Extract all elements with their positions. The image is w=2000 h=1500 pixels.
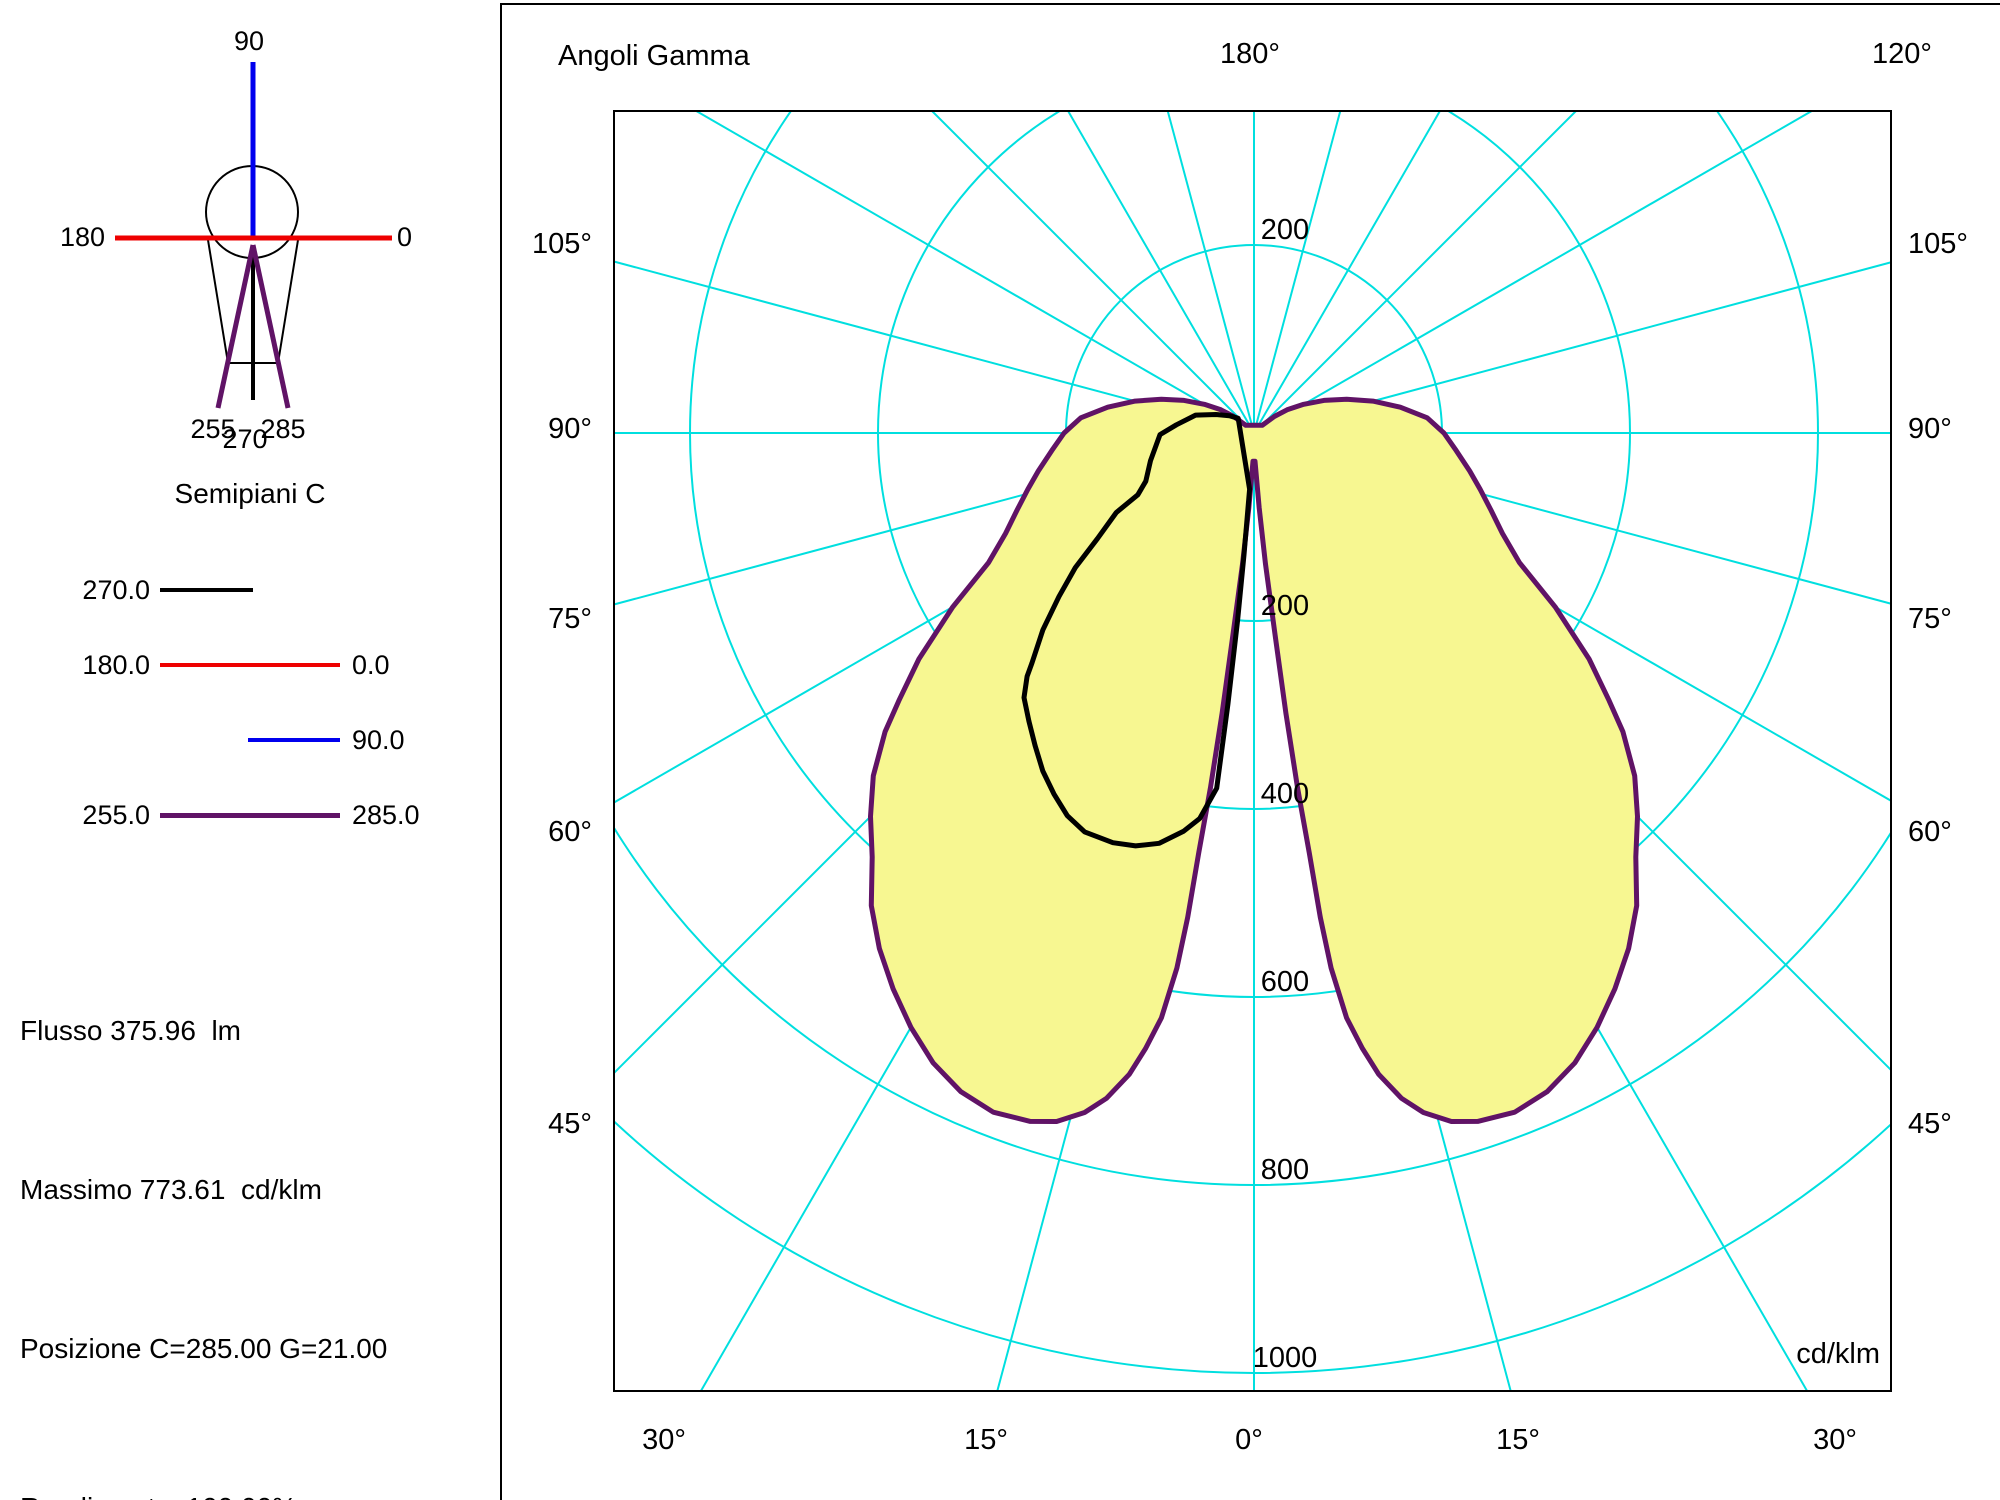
unit-label: cd/klm (1796, 1338, 1880, 1370)
legend-label-285: 285.0 (352, 800, 420, 830)
sketch-title: Semipiani C (174, 478, 326, 509)
legend-label-90: 90.0 (352, 725, 405, 755)
chart-outer-frame (500, 3, 2000, 1500)
left-label-60: 60° (548, 816, 592, 848)
legend-line-270 (160, 588, 253, 592)
luminaire-sketch-icon (115, 62, 392, 409)
left-label-90: 90° (548, 413, 592, 445)
top-label-180: 180° (1220, 38, 1280, 70)
radial-tick-label: 600 (1261, 966, 1309, 998)
axis-285-line (250, 244, 291, 409)
legend-label-180: 180.0 (82, 650, 150, 680)
sketch-label-270: 270 (222, 424, 268, 454)
right-label-105: 105° (1908, 228, 1968, 260)
bottom-label-0: 0° (1235, 1424, 1263, 1456)
sketch-label-285: 285 (260, 414, 306, 444)
sketch-label-90: 90 (233, 26, 265, 56)
radial-tick-label: 400 (1261, 778, 1309, 810)
left-label-75: 75° (548, 603, 592, 635)
legend-label-0: 0.0 (352, 650, 390, 680)
right-label-45: 45° (1908, 1108, 1952, 1140)
radial-tick-label: 1000 (1253, 1342, 1318, 1374)
legend-label-255: 255.0 (82, 800, 150, 830)
info-posizione: Posizione C=285.00 G=21.00 (20, 1333, 388, 1364)
radial-tick-label: 200 (1261, 590, 1309, 622)
bottom-label-15r: 15° (1496, 1424, 1540, 1456)
sketch-label-0: 0 (397, 222, 413, 252)
chart-title: Angoli Gamma (558, 40, 750, 72)
polar-plot-area: 200 200 400 600 800 1000 (613, 110, 1892, 1392)
radial-tick-label: 200 (1261, 214, 1309, 246)
left-label-45: 45° (548, 1108, 592, 1140)
left-label-105: 105° (532, 228, 592, 260)
photometric-info: Flusso 375.96 lm Massimo 773.61 cd/klm P… (20, 898, 387, 1500)
radial-tick-label: 800 (1261, 1154, 1309, 1186)
sketch-label-180: 180 (59, 222, 105, 252)
axis-255-line (215, 244, 256, 409)
info-rendimento: Rendimento: 100.00% (20, 1481, 387, 1500)
bottom-label-30r: 30° (1813, 1424, 1857, 1456)
bottom-label-30l: 30° (642, 1424, 686, 1456)
bottom-label-15l: 15° (964, 1424, 1008, 1456)
legend-line-255-285 (160, 813, 340, 818)
right-label-90: 90° (1908, 413, 1952, 445)
right-label-60: 60° (1908, 816, 1952, 848)
legend-line-90 (248, 738, 340, 742)
info-flusso: Flusso 375.96 lm (20, 1015, 241, 1046)
right-label-75: 75° (1908, 603, 1952, 635)
legend-label-270: 270.0 (82, 575, 150, 605)
info-massimo: Massimo 773.61 cd/klm (20, 1174, 322, 1205)
sketch-label-255: 255 (190, 414, 236, 444)
legend-line-180-0 (160, 663, 340, 667)
top-label-120: 120° (1872, 38, 1932, 70)
polar-chart: 200 200 400 600 800 1000 (615, 112, 1890, 1390)
